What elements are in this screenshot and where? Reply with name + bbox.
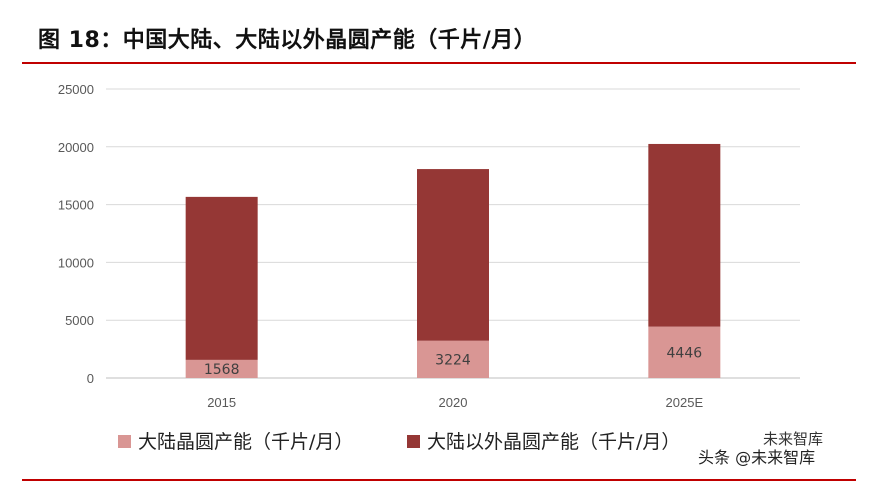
chart-title: 图 18：中国大陆、大陆以外晶圆产能（千片/月）	[38, 28, 537, 53]
x-tick-label-2025E: 2025E	[666, 395, 704, 410]
y-tick-label-5000: 5000	[65, 313, 94, 328]
x-tick-label-2020: 2020	[439, 395, 468, 410]
legend-label-2: 大陆以外晶圆产能（千片/月）	[427, 431, 680, 453]
y-tick-label-20000: 20000	[58, 140, 94, 155]
legend-swatch-2	[407, 435, 420, 448]
bar-2025E-series-2	[648, 143, 721, 327]
bar-2015-series-2	[185, 196, 258, 360]
bar-2020-series-2	[417, 169, 489, 341]
legend: 大陆晶圆产能（千片/月） 大陆以外晶圆产能（千片/月）	[118, 431, 680, 453]
y-axis: 0 5000 10000 15000 20000 25000	[58, 82, 94, 386]
watermark-bottom: 头条 @未来智库	[698, 448, 816, 467]
data-label-2020: 3224	[435, 352, 471, 368]
x-tick-label-2015: 2015	[207, 395, 236, 410]
bar-2025E-series-1	[648, 326, 721, 378]
bars: 1568 3224 4446	[185, 143, 721, 378]
bar-2015-series-1	[185, 359, 258, 378]
y-tick-label-15000: 15000	[58, 198, 94, 213]
data-label-2025E: 4446	[667, 345, 703, 361]
x-axis: 2015 2020 2025E	[207, 395, 703, 410]
watermark-top: 未来智库	[763, 430, 824, 448]
y-tick-label-25000: 25000	[58, 82, 94, 97]
bottom-rule	[22, 479, 856, 481]
data-label-2015: 1568	[204, 362, 240, 378]
y-tick-label-0: 0	[87, 371, 94, 386]
legend-swatch-1	[118, 435, 131, 448]
y-tick-label-10000: 10000	[58, 255, 94, 270]
title-rule	[22, 62, 856, 64]
legend-label-1: 大陆晶圆产能（千片/月）	[138, 431, 353, 453]
bar-2020-series-1	[417, 340, 489, 378]
